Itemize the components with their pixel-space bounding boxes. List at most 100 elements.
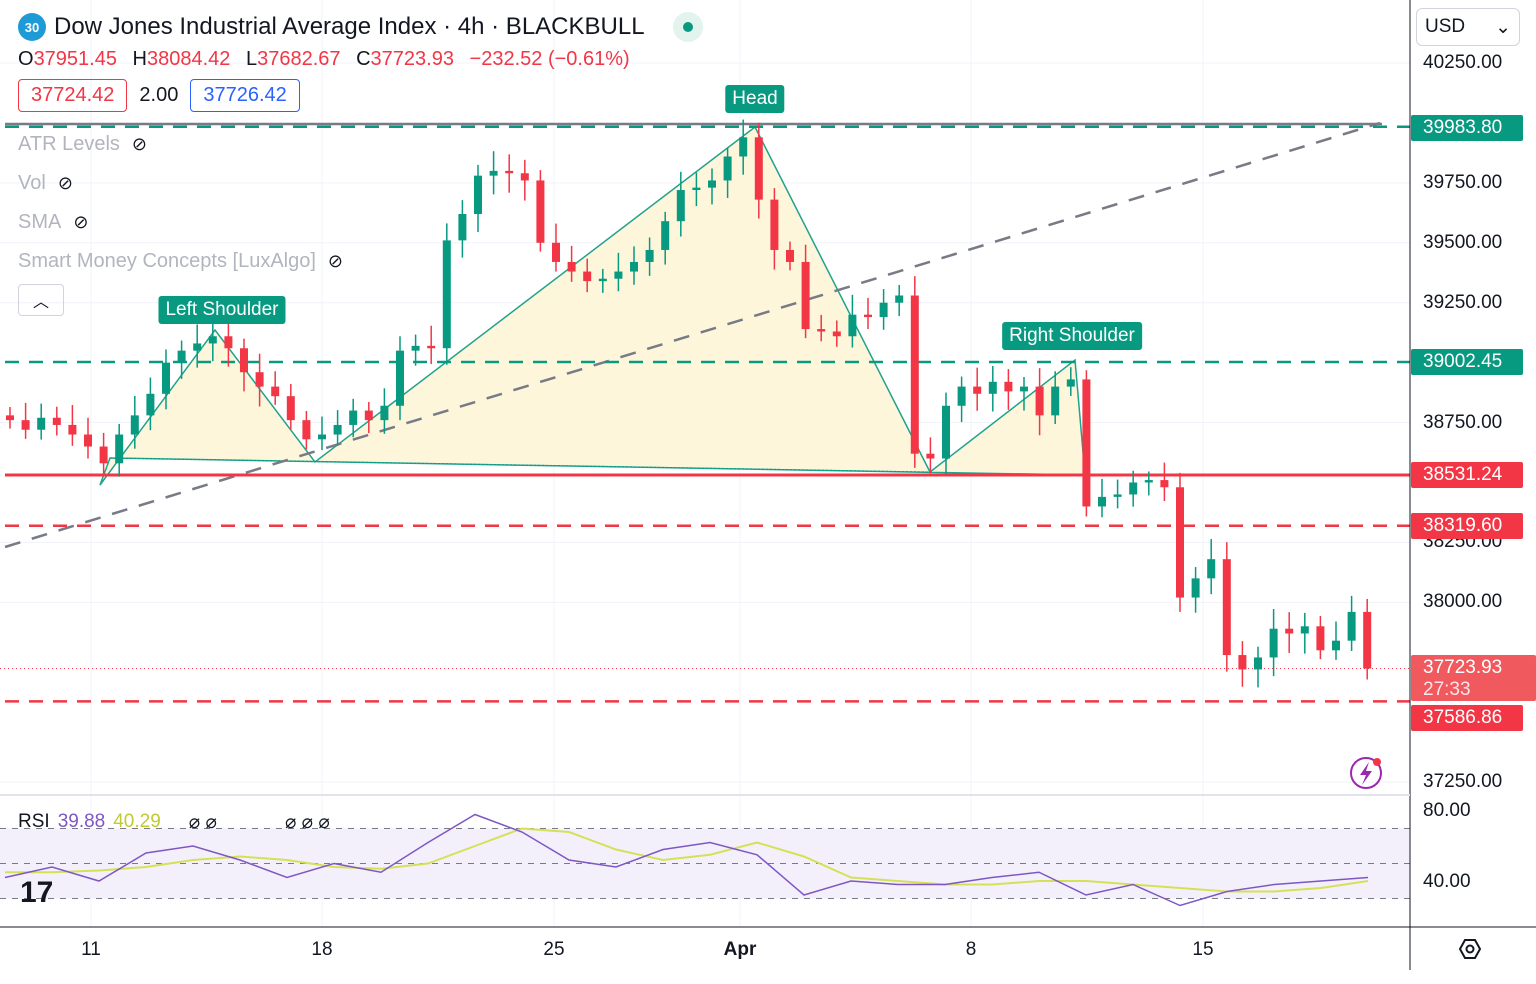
candle-body [864,314,872,318]
candle-body [1316,626,1325,651]
candle [1347,595,1356,651]
candle [661,211,670,265]
price-tick: 38750.00 [1423,411,1503,433]
candle [1363,598,1372,680]
price-tick: 37250.00 [1423,771,1503,793]
candle-body [645,249,654,262]
candle [754,122,763,219]
candle-body [926,453,935,459]
level-tag-39983: 39983.80 [1411,115,1523,141]
candle [520,159,529,201]
candle-body [583,271,592,282]
candle [6,406,14,429]
candle-body [411,345,420,351]
chevron-up-icon: ︿ [32,294,49,311]
candle-body [302,420,311,440]
eye-off-icon[interactable]: ⊘ [73,212,89,232]
last-price-tag: 37723.93 27:33 [1411,655,1536,701]
sell-price-button[interactable]: 37724.42 [18,79,128,112]
candle [489,151,498,195]
candle [942,392,950,475]
candle [910,276,919,468]
candle-body [1129,482,1138,495]
indicator-sma[interactable]: SMA ⊘ [18,211,89,233]
candle [1300,612,1309,654]
rsi-tick: 40.00 [1423,871,1471,892]
candle [801,244,810,339]
candle-body [692,187,701,191]
rsi-band [0,828,1410,899]
candle [1269,609,1278,677]
candle-body [208,336,217,344]
level-tag-37586: 37586.86 [1411,705,1523,731]
candle [630,246,638,285]
candle [302,411,311,450]
candle-body [973,386,982,394]
candle-body [661,221,670,250]
candle [1207,539,1216,595]
candle [1332,621,1340,660]
candle-body [739,137,748,157]
candle-body [162,362,170,394]
candle [474,164,482,232]
candle-body [708,180,716,188]
candle-body [1113,494,1122,497]
candle-body [146,393,155,416]
candle-body [786,249,794,262]
collapse-legend-button[interactable]: ︿ [18,284,64,316]
candle-body [910,295,919,454]
candle-body [489,170,498,176]
candle [1004,369,1013,410]
eye-off-icon[interactable]: ⊘ [327,251,344,271]
rsi-legend[interactable]: RSI 39.88 40.29 ⌀ ⌀ ⌀ ⌀ ⌀ [18,811,330,833]
candle [723,147,732,198]
indicator-atr-levels[interactable]: ATR Levels ⊘ [18,133,147,155]
candle [567,245,576,282]
candle [286,383,295,430]
candle [1285,612,1294,653]
candle-body [1285,628,1294,634]
candle-body [1222,559,1231,656]
candle-body [895,295,904,303]
market-status-icon[interactable] [672,12,703,42]
candle-body [442,240,451,349]
candle-body [817,329,826,332]
eye-off-icon[interactable]: ⊘ [57,173,73,193]
candle-body [552,242,560,262]
candle-body [271,386,280,397]
indicator-smc[interactable]: Smart Money Concepts [LuxAlgo] ⊘ [18,250,344,272]
settings-icon[interactable] [1458,939,1482,959]
candle [271,371,280,405]
level-tag-38531: 38531.24 [1411,462,1523,488]
indicator-vol[interactable]: Vol ⊘ [18,172,73,194]
candle-body [1082,379,1091,507]
candle [177,340,186,379]
lightning-icon[interactable] [1350,757,1382,789]
candle [1082,370,1091,517]
price-tick: 39500.00 [1423,231,1503,253]
candle [1066,367,1075,396]
candle [786,241,794,271]
price-tick: 40250.00 [1423,52,1503,73]
candle-body [754,137,763,200]
candle-body [942,405,950,459]
currency-select[interactable]: USD ⌄ [1416,8,1520,46]
candle-body [1238,655,1247,670]
candle-body [536,180,545,243]
candle-body [6,415,14,421]
candle [68,405,77,446]
candle [224,323,233,367]
buy-price-button[interactable]: 37726.42 [190,79,300,112]
symbol-title[interactable]: Dow Jones Industrial Average Index · 4h … [54,13,645,40]
candle-body [1347,611,1356,641]
candle-body [1098,496,1106,507]
price-tick: 39750.00 [1423,171,1503,193]
candle [692,172,701,207]
candle [848,294,857,348]
candle [895,284,904,317]
candle-body [427,345,436,349]
eye-off-icon[interactable]: ⊘ [131,134,147,154]
candle-body [286,396,295,421]
candle-body [130,415,139,435]
